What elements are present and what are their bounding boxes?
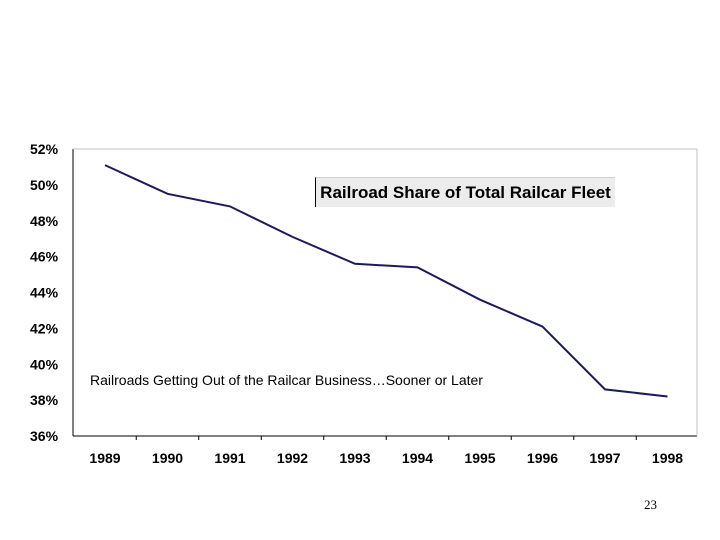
y-tick-label: 36% bbox=[30, 428, 59, 444]
chart-annotation: Railroads Getting Out of the Railcar Bus… bbox=[90, 372, 483, 388]
series-group bbox=[104, 164, 668, 398]
x-tick-label: 1990 bbox=[152, 450, 183, 466]
chart-title-box: Railroad Share of Total Railcar Fleet bbox=[315, 177, 615, 207]
chart-axes bbox=[72, 148, 698, 437]
x-tick-label: 1989 bbox=[89, 450, 120, 466]
x-tick-label: 1991 bbox=[214, 450, 245, 466]
y-axis-ticks: 52% 50% 48% 46% 44% 42% 40% 38% 36% bbox=[30, 141, 59, 444]
x-tick-label: 1995 bbox=[464, 450, 495, 466]
x-axis-ticks: 1989 1990 1991 1992 1993 1994 1995 1996 1997 1998 bbox=[89, 436, 683, 466]
y-tick-label: 48% bbox=[30, 213, 59, 229]
chart-title: Railroad Share of Total Railcar Fleet bbox=[320, 182, 611, 202]
y-tick-label: 42% bbox=[30, 320, 59, 336]
y-tick-label: 44% bbox=[30, 285, 59, 301]
y-tick-label: 46% bbox=[30, 249, 59, 265]
x-tick-label: 1997 bbox=[589, 450, 620, 466]
x-tick-label: 1993 bbox=[339, 450, 370, 466]
x-tick-label: 1994 bbox=[402, 450, 433, 466]
x-tick-label: 1998 bbox=[652, 450, 683, 466]
x-tick-label: 1996 bbox=[527, 450, 558, 466]
y-tick-label: 52% bbox=[30, 141, 59, 157]
y-tick-label: 40% bbox=[30, 356, 59, 372]
series-line bbox=[104, 164, 668, 398]
x-tick-label: 1992 bbox=[277, 450, 308, 466]
y-tick-label: 50% bbox=[30, 177, 59, 193]
page-number: 23 bbox=[644, 497, 657, 512]
y-tick-label: 38% bbox=[30, 392, 59, 408]
